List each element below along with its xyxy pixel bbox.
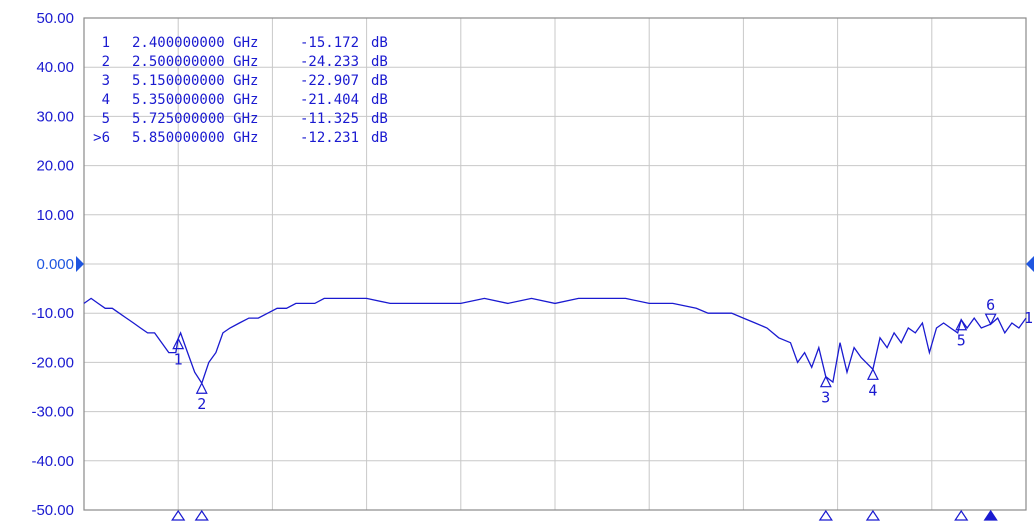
marker-1: 1 [172, 337, 185, 369]
marker-3: 3 [819, 375, 832, 407]
trace-end-label: 1 [1024, 309, 1033, 327]
y-tick-label: 0.000 [36, 256, 74, 273]
marker-row-value: -21.404 [300, 92, 359, 108]
marker-row-id: >6 [93, 130, 110, 146]
marker-row-frequency: 2.400000000 GHz [132, 35, 258, 51]
marker-row-value: -15.172 [300, 35, 359, 51]
marker-row-unit: dB [371, 35, 388, 51]
bottom-marker-2 [194, 509, 209, 521]
bottom-marker-4 [865, 509, 881, 521]
marker-2: 2 [195, 381, 208, 413]
marker-triangle-up [195, 381, 208, 394]
marker-row-id: 4 [102, 92, 110, 108]
marker-row: 1 2.400000000 GHz -15.172 dB [102, 35, 388, 51]
marker-label: 2 [197, 395, 206, 413]
reference-level-arrow-left [76, 256, 84, 272]
y-tick-label: 10.00 [36, 207, 74, 224]
y-axis-ticks: 50.00 40.00 30.00 20.00 10.00 0.000 -10.00 -20.… [31, 10, 74, 519]
bottom-marker-6 [983, 509, 998, 521]
marker-row-id: 3 [102, 73, 110, 89]
marker-row-value: -24.233 [300, 54, 359, 70]
marker-row-value: -22.907 [300, 73, 359, 89]
marker-label: 3 [821, 389, 830, 407]
y-tick-label: 50.00 [36, 10, 74, 27]
marker-triangle-up [955, 318, 968, 331]
y-tick-label: -40.00 [31, 453, 74, 470]
marker-row-value: -12.231 [300, 130, 359, 146]
y-tick-label: -10.00 [31, 305, 74, 322]
y-tick-label: 30.00 [36, 108, 74, 125]
marker-row-unit: dB [371, 92, 388, 108]
marker-row-unit: dB [371, 73, 388, 89]
marker-row-id: 2 [102, 54, 110, 70]
bottom-marker-1 [171, 509, 186, 521]
marker-triangle-up [172, 337, 185, 350]
bottom-marker-5 [954, 509, 969, 521]
marker-row-unit: dB [371, 111, 388, 127]
marker-row-frequency: 5.725000000 GHz [132, 111, 258, 127]
marker-label: 5 [957, 332, 966, 350]
marker-triangle-down [984, 313, 997, 326]
y-tick-label: 20.00 [36, 158, 74, 175]
marker-triangle-up [819, 375, 832, 388]
marker-6: 6 [984, 296, 997, 326]
marker-label: 6 [986, 296, 995, 314]
marker-5: 5 [955, 318, 968, 350]
reference-level-markers [76, 256, 1034, 272]
marker-row: >6 5.850000000 GHz -12.231 dB [93, 130, 388, 146]
marker-row-frequency: 5.850000000 GHz [132, 130, 258, 146]
y-tick-label: -50.00 [31, 502, 74, 519]
marker-row-unit: dB [371, 130, 388, 146]
y-tick-label: -30.00 [31, 404, 74, 421]
marker-4: 4 [866, 367, 879, 399]
bottom-marker-3 [818, 509, 833, 521]
bottom-marker-indicators [171, 509, 998, 521]
marker-row: 4 5.350000000 GHz -21.404 dB [102, 92, 388, 108]
grid [84, 18, 1026, 510]
marker-triangle-up [866, 367, 879, 380]
marker-row-frequency: 5.350000000 GHz [132, 92, 258, 108]
markers: 1 2 3 4 5 6 [172, 296, 997, 413]
marker-row-id: 5 [102, 111, 110, 127]
marker-row: 2 2.500000000 GHz -24.233 dB [102, 54, 388, 70]
marker-label: 4 [868, 381, 877, 399]
marker-row-unit: dB [371, 54, 388, 70]
reference-level-arrow-right [1026, 256, 1034, 272]
trace-line [83, 297, 1027, 385]
marker-label: 1 [174, 351, 183, 369]
marker-table: 1 2.400000000 GHz -15.172 dB 2 2.500000000 GH… [93, 35, 388, 146]
marker-row: 5 5.725000000 GHz -11.325 dB [102, 111, 388, 127]
marker-row: 3 5.150000000 GHz -22.907 dB [102, 73, 388, 89]
y-tick-label: 40.00 [36, 59, 74, 76]
marker-row-frequency: 5.150000000 GHz [132, 73, 258, 89]
marker-row-frequency: 2.500000000 GHz [132, 54, 258, 70]
y-tick-label: -20.00 [31, 354, 74, 371]
marker-row-value: -11.325 [300, 111, 359, 127]
marker-row-id: 1 [102, 35, 110, 51]
